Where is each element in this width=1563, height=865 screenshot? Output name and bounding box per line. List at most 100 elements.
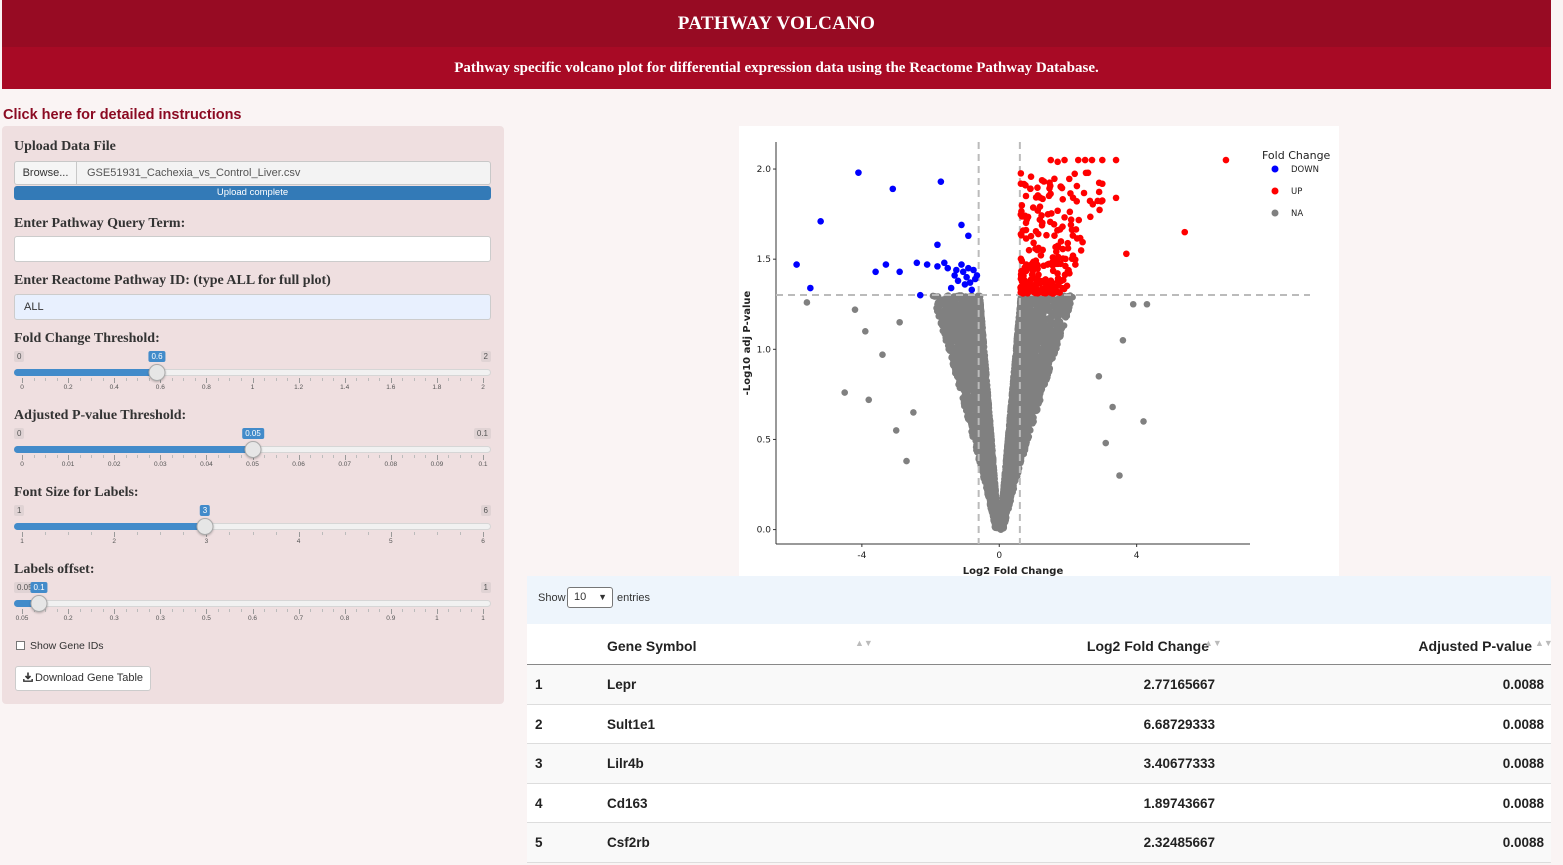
app-subtitle: Pathway specific volcano plot for differ… [2, 47, 1551, 89]
up-point [1045, 260, 1053, 268]
slider-handle[interactable] [30, 595, 48, 612]
na-point [1059, 322, 1067, 329]
up-point [1068, 255, 1076, 263]
tick-mark [22, 455, 23, 460]
sort-icon[interactable]: ▲▼ [855, 638, 873, 648]
minor-tick [275, 378, 277, 381]
slider-handle[interactable] [196, 518, 214, 535]
up-point [1033, 262, 1041, 270]
minor-tick [102, 378, 104, 381]
table-row[interactable]: 3 Lilr4b 3.40677333 0.0088 [527, 744, 1551, 784]
show-gene-ids-checkbox[interactable] [16, 641, 25, 650]
slider-handle[interactable] [244, 441, 262, 458]
col-log2-fold-change[interactable]: Log2 Fold Change [1086, 638, 1209, 654]
up-point [1181, 228, 1189, 236]
up-point [1096, 206, 1103, 214]
tick-mark [160, 378, 162, 383]
table-row[interactable]: 4 Cd163 1.89743667 0.0088 [527, 783, 1551, 823]
tick-mark [298, 609, 300, 614]
up-point [1069, 194, 1077, 202]
na-point [993, 510, 1000, 517]
na-point [1010, 440, 1018, 448]
na-point [1019, 443, 1027, 451]
na-point [987, 432, 995, 440]
up-point [1027, 185, 1034, 193]
minor-tick [56, 455, 58, 458]
down-point [855, 169, 862, 176]
slider-min: 1 [14, 505, 25, 516]
download-gene-table-button[interactable]: Download Gene Table [15, 666, 151, 691]
pathway-query-input[interactable] [14, 236, 491, 262]
tick-mark [483, 378, 484, 383]
instructions-link[interactable]: Click here for detailed instructions [3, 107, 242, 123]
tick-label: 1 [20, 538, 24, 545]
pvalue-slider[interactable]: 0 0.1 0.05 0 0.01 0.02 0.03 0.04 0.05 0.06 0.07 0.0… [14, 428, 491, 476]
up-point [1095, 179, 1103, 187]
minor-tick [125, 378, 127, 381]
legend-title: Fold Change [1262, 149, 1331, 162]
fold-change-slider[interactable]: 0 2 0.6 0 0.2 0.4 0.6 0.8 1 1.2 1.4 1.6 1.8 2 [14, 351, 491, 399]
table-controls: Show 10 ▼ entries [527, 576, 1551, 624]
slider-handle[interactable] [148, 364, 166, 381]
minor-tick [321, 532, 323, 535]
na-point [892, 427, 900, 434]
na-point [969, 342, 977, 350]
up-point [1050, 220, 1058, 228]
chevron-down-icon: ▼ [598, 592, 607, 602]
page-size-value: 10 [574, 591, 587, 603]
pathway-id-input[interactable]: ALL [14, 294, 491, 320]
na-point [1041, 373, 1049, 380]
up-point [1049, 267, 1057, 275]
minor-tick [367, 532, 369, 535]
minor-tick [459, 609, 461, 612]
table-row[interactable]: 2 Sult1e1 6.68729333 0.0088 [527, 704, 1551, 744]
tick-mark [298, 378, 300, 383]
na-point [1020, 450, 1028, 458]
labels-offset-slider[interactable]: 0.05 1 0.1 0.05 0.2 0.3 0.3 0.5 0.6 0.7 0.8 0.9 1 1 [14, 582, 491, 630]
na-point [1005, 489, 1013, 496]
col-gene-symbol[interactable]: Gene Symbol [607, 638, 697, 654]
slider-fill [14, 446, 253, 453]
na-point [967, 381, 975, 389]
show-gene-ids-label: Show Gene IDs [30, 640, 104, 652]
na-point [910, 409, 917, 416]
na-point [1024, 301, 1031, 308]
na-point [999, 497, 1007, 504]
down-point [934, 263, 941, 270]
entries-label: entries [617, 592, 651, 604]
up-point [1064, 239, 1072, 247]
up-point [1054, 288, 1062, 296]
col-adjusted-pvalue[interactable]: Adjusted P-value [1418, 638, 1532, 654]
tick-mark [344, 609, 346, 614]
tick-mark [160, 609, 162, 614]
slider-track[interactable] [14, 600, 491, 607]
up-point [1018, 213, 1026, 220]
gene-symbol-cell: Sult1e1 [607, 716, 656, 732]
sort-icon[interactable]: ▲▼ [1535, 638, 1553, 648]
slider-max: 6 [480, 505, 491, 516]
up-point [1095, 188, 1103, 196]
na-point [986, 482, 994, 490]
sort-icon[interactable]: ▲▼ [1204, 638, 1222, 648]
na-point [1002, 471, 1010, 478]
na-point [1020, 330, 1028, 338]
na-point [1004, 496, 1012, 504]
tick-mark [298, 532, 300, 537]
slider-min: 0.05 [14, 582, 36, 593]
browse-button[interactable]: Browse... [14, 161, 77, 185]
page-size-select[interactable]: 10 ▼ [567, 587, 613, 608]
na-point [1129, 300, 1137, 308]
na-point [1046, 344, 1054, 352]
table-row[interactable]: 5 Csf2rb 2.32485667 0.0088 [527, 823, 1551, 863]
tick-mark [22, 532, 23, 537]
tick-mark [114, 609, 116, 614]
na-point [934, 299, 942, 306]
table-row[interactable]: 1 Lepr 2.77165667 0.0088 [527, 665, 1551, 705]
up-point [1018, 257, 1026, 265]
tick-label: 0.05 [246, 461, 259, 468]
show-gene-ids-row[interactable]: Show Gene IDs [16, 640, 104, 652]
up-point [1047, 156, 1055, 164]
minor-tick [275, 455, 277, 458]
minor-tick [367, 455, 369, 458]
